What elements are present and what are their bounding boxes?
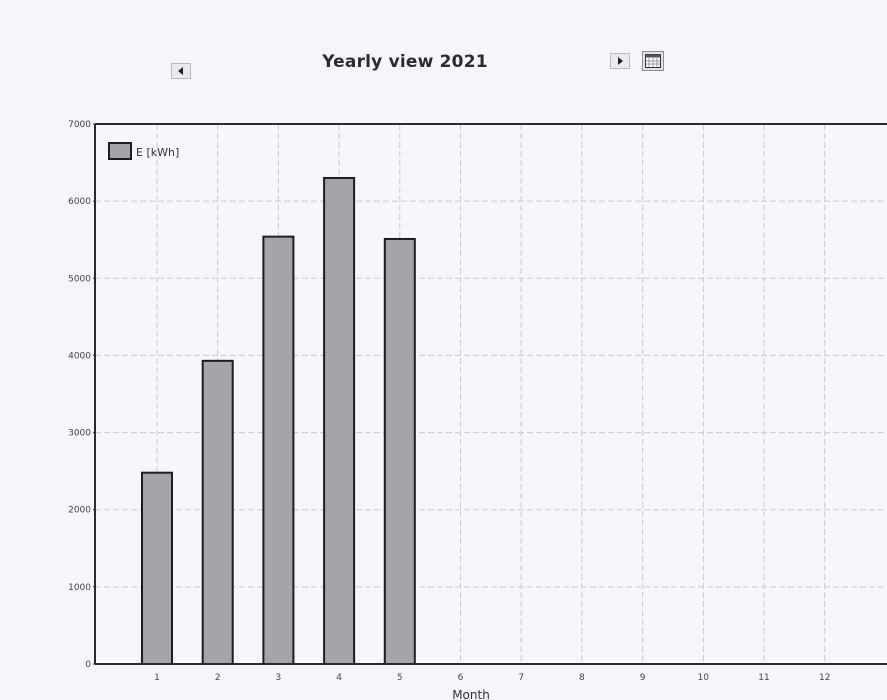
y-tick-label: 1000 xyxy=(68,583,91,593)
x-tick-label: 7 xyxy=(518,673,524,683)
y-tick-label: 2000 xyxy=(68,506,91,516)
calendar-icon xyxy=(645,54,661,68)
x-tick-label: 6 xyxy=(458,673,464,683)
bar-month-4 xyxy=(323,177,356,665)
x-tick-label: 1 xyxy=(154,673,160,683)
x-tick-label: 3 xyxy=(276,673,282,683)
bar-month-2 xyxy=(201,359,234,665)
y-tick-label: 7000 xyxy=(68,120,91,130)
calendar-button[interactable] xyxy=(642,51,664,71)
page-title: Yearly view 2021 xyxy=(322,52,488,72)
y-tick-label: 5000 xyxy=(68,274,91,284)
x-tick-label: 10 xyxy=(698,673,710,683)
triangle-left-icon xyxy=(178,67,183,75)
y-tick-label: 3000 xyxy=(68,429,91,439)
axes xyxy=(94,123,887,665)
legend-swatch xyxy=(108,142,132,160)
bars xyxy=(141,177,416,665)
legend: E [kWh] xyxy=(108,142,179,160)
x-tick-label: 9 xyxy=(640,673,646,683)
bar-month-3 xyxy=(262,235,295,665)
previous-year-button[interactable] xyxy=(171,63,191,79)
toolbar: Yearly view 2021 xyxy=(0,0,887,100)
x-tick-label: 8 xyxy=(579,673,585,683)
triangle-right-icon xyxy=(618,57,623,65)
x-tick-label: 12 xyxy=(819,673,830,683)
y-tick-label: 4000 xyxy=(68,351,91,361)
bar-month-5 xyxy=(383,237,416,665)
x-tick-label: 2 xyxy=(215,673,221,683)
legend-label: E [kWh] xyxy=(136,146,179,159)
y-tick-label: 0 xyxy=(85,660,91,670)
bar-month-1 xyxy=(141,471,173,665)
next-year-button[interactable] xyxy=(610,53,630,69)
x-tick-label: 11 xyxy=(758,673,769,683)
x-tick-label: 5 xyxy=(397,673,403,683)
x-tick-label: 4 xyxy=(336,673,342,683)
y-tick-label: 6000 xyxy=(68,197,91,207)
x-axis-title: Month xyxy=(452,688,490,700)
